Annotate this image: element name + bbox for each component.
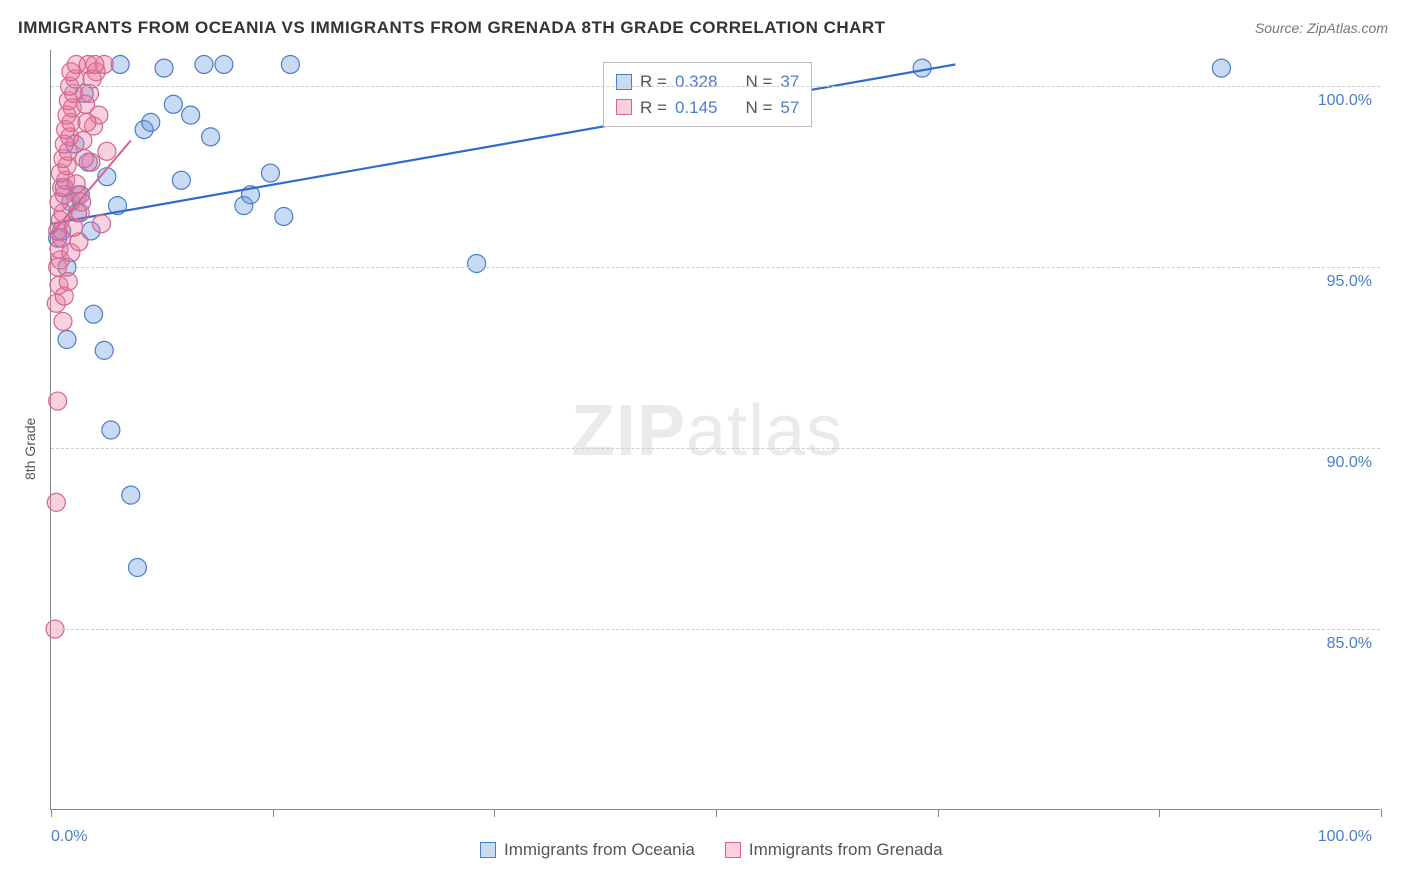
data-point-oceania [913,59,931,77]
n-label: N = [745,95,772,121]
r-label: R = [640,69,667,95]
gridline-h [51,86,1380,87]
r-label: R = [640,95,667,121]
data-point-grenada [59,273,77,291]
legend-swatch-blue [480,842,496,858]
legend-label: Immigrants from Grenada [749,840,943,860]
x-tick [716,809,717,817]
gridline-h [51,267,1380,268]
data-point-oceania [58,331,76,349]
source-label: Source: ZipAtlas.com [1255,20,1388,36]
data-point-oceania [215,55,233,73]
legend-swatch-blue [616,74,632,90]
x-tick [51,809,52,817]
data-point-grenada [54,312,72,330]
data-point-oceania [1212,59,1230,77]
data-point-oceania [142,113,160,131]
y-axis-label: 8th Grade [22,418,38,480]
data-point-oceania [281,55,299,73]
legend-swatch-pink [725,842,741,858]
x-tick [1159,809,1160,817]
data-point-grenada [98,142,116,160]
data-point-oceania [85,305,103,323]
data-point-oceania [172,171,190,189]
legend-swatch-pink [616,99,632,115]
data-point-oceania [128,559,146,577]
x-tick [494,809,495,817]
x-tick-label: 100.0% [1318,828,1372,846]
legend-stat-row: R = 0.145 N = 57 [616,95,799,121]
chart-title: IMMIGRANTS FROM OCEANIA VS IMMIGRANTS FR… [18,18,886,38]
title-bar: IMMIGRANTS FROM OCEANIA VS IMMIGRANTS FR… [18,18,1388,38]
r-value: 0.328 [675,69,718,95]
data-point-grenada [93,215,111,233]
data-point-oceania [195,55,213,73]
x-tick [1381,809,1382,817]
legend-stat-row: R = 0.328 N = 37 [616,69,799,95]
x-tick [273,809,274,817]
r-value: 0.145 [675,95,718,121]
trend-line-oceania [51,64,955,223]
y-tick-label: 95.0% [1327,273,1372,291]
legend-item: Immigrants from Oceania [480,840,695,860]
data-point-oceania [202,128,220,146]
gridline-h [51,629,1380,630]
data-point-oceania [182,106,200,124]
data-point-oceania [102,421,120,439]
data-point-grenada [75,150,93,168]
n-label: N = [745,69,772,95]
x-tick [938,809,939,817]
y-tick-label: 85.0% [1327,635,1372,653]
data-point-oceania [275,207,293,225]
data-point-grenada [47,493,65,511]
data-point-oceania [95,341,113,359]
y-tick-label: 100.0% [1318,92,1372,110]
data-point-oceania [155,59,173,77]
n-value: 57 [780,95,799,121]
y-tick-label: 90.0% [1327,454,1372,472]
data-point-grenada [78,113,96,131]
data-point-oceania [468,255,486,273]
data-point-oceania [111,55,129,73]
data-point-grenada [49,392,67,410]
legend-label: Immigrants from Oceania [504,840,695,860]
data-point-oceania [261,164,279,182]
n-value: 37 [780,69,799,95]
x-tick-label: 0.0% [51,828,87,846]
data-point-grenada [67,175,85,193]
data-point-oceania [164,95,182,113]
data-point-oceania [122,486,140,504]
data-point-grenada [65,218,83,236]
scatter-svg [51,50,1380,809]
data-point-grenada [73,193,91,211]
legend-item: Immigrants from Grenada [725,840,943,860]
data-point-grenada [86,55,104,73]
legend-stats: R = 0.328 N = 37 R = 0.145 N = 57 [603,62,812,127]
plot-area: ZIPatlas R =0.328N =37R =0.145N =57 85.0… [50,50,1380,810]
gridline-h [51,448,1380,449]
legend-series: Immigrants from Oceania Immigrants from G… [480,840,943,860]
